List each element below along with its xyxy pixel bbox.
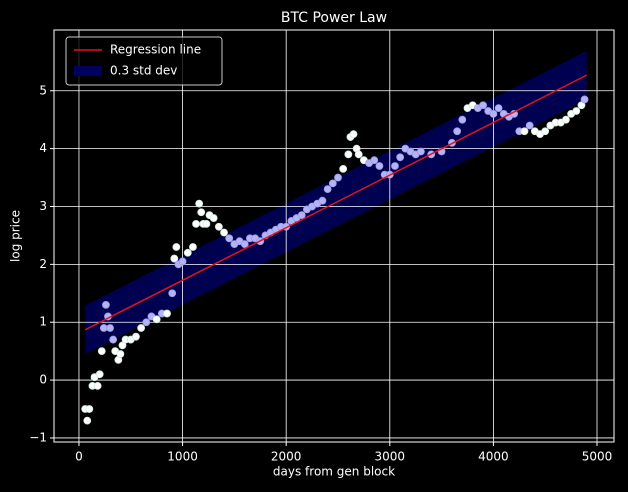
price-point: [170, 254, 179, 263]
price-point: [458, 115, 467, 124]
price-point: [489, 110, 498, 118]
price-point: [95, 370, 104, 379]
price-point: [323, 185, 332, 194]
legend-box: [65, 36, 223, 86]
price-point: [172, 243, 181, 251]
price-point: [580, 95, 589, 104]
price-point: [562, 115, 570, 124]
regression-line: [84, 74, 587, 331]
x-tick-label: 4000: [478, 450, 509, 464]
price-point: [192, 219, 200, 228]
y-tick-label: 5: [39, 83, 47, 97]
price-point: [520, 127, 529, 136]
price-point: [572, 107, 581, 115]
price-point: [178, 257, 187, 266]
price-point: [163, 309, 171, 318]
price-point: [525, 121, 534, 130]
price-point: [391, 162, 399, 170]
price-point: [97, 347, 106, 356]
price-point: [318, 196, 327, 205]
price-point: [214, 222, 223, 231]
price-point: [132, 332, 140, 341]
price-point: [85, 405, 94, 413]
legend-swatch: [74, 66, 102, 76]
price-point: [183, 248, 192, 257]
price-point: [334, 173, 342, 182]
price-point: [142, 318, 151, 327]
price-point: [370, 156, 379, 165]
price-point: [152, 315, 161, 324]
plot-frame: [53, 29, 615, 443]
price-point: [109, 335, 118, 344]
price-point: [83, 416, 92, 425]
legend-label: 0.3 std dev: [110, 64, 177, 78]
price-point: [479, 101, 487, 110]
y-tick-label: 3: [39, 199, 47, 213]
price-point: [494, 104, 503, 113]
price-point: [240, 240, 249, 249]
price-point: [106, 324, 114, 332]
price-point: [102, 300, 110, 309]
price-point: [453, 127, 462, 136]
price-point: [93, 381, 102, 390]
price-point: [349, 130, 358, 139]
y-axis-label: log price: [9, 210, 23, 262]
x-axis-label: days from gen block: [273, 465, 395, 479]
price-point: [220, 228, 228, 237]
y-tick-label: 0: [39, 373, 47, 387]
price-point: [202, 219, 211, 228]
price-point: [541, 127, 550, 136]
x-tick-label: 3000: [375, 450, 406, 464]
y-tick-label: 1: [39, 315, 47, 329]
x-tick-label: 1000: [167, 450, 198, 464]
price-point: [328, 179, 337, 188]
price-point: [354, 150, 363, 159]
price-point: [168, 289, 177, 298]
y-tick-label: 2: [39, 257, 47, 271]
price-point: [375, 162, 384, 170]
y-tick-label: 4: [39, 141, 47, 155]
price-point: [195, 199, 204, 208]
price-point: [297, 211, 306, 220]
x-tick-label: 2000: [271, 450, 302, 464]
price-point: [416, 147, 425, 156]
legend-label: Regression line: [110, 43, 201, 57]
price-point: [137, 324, 146, 332]
chart-title: BTC Power Law: [281, 10, 387, 26]
price-point: [209, 214, 218, 222]
price-point: [197, 208, 206, 217]
x-tick-label: 0: [75, 450, 83, 464]
price-point: [396, 153, 405, 162]
price-point: [189, 243, 197, 251]
x-tick-label: 5000: [582, 450, 613, 464]
price-point: [225, 234, 234, 243]
price-point: [344, 150, 353, 159]
y-tick-label: −1: [29, 430, 47, 444]
price-point: [116, 350, 125, 358]
price-point: [339, 164, 348, 173]
